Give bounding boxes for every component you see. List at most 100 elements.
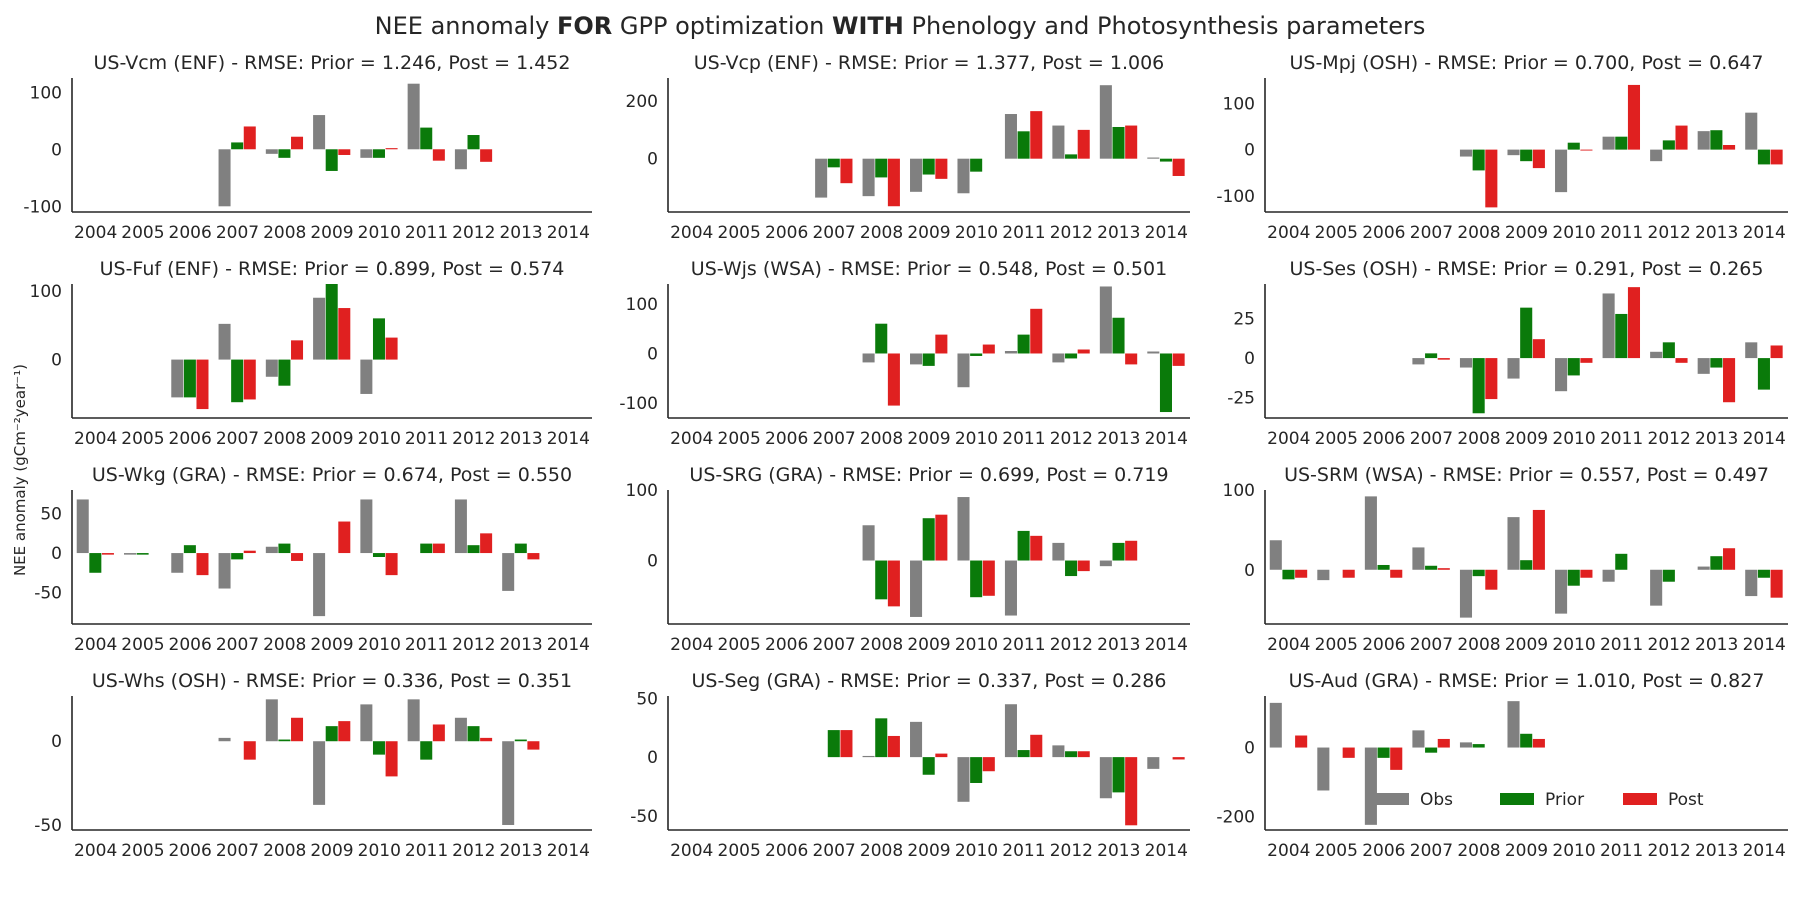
bar-prior-2009 [922, 158, 935, 175]
bar-post-2008 [291, 553, 304, 561]
x-tick-label: 2006 [169, 223, 212, 243]
x-tick-label: 2010 [1552, 635, 1595, 655]
bar-post-2009 [338, 721, 351, 742]
x-tick-label: 2006 [765, 429, 808, 449]
bar-post-2011 [432, 543, 445, 554]
bar-post-2012 [1077, 349, 1090, 354]
bar-obs-2007 [1412, 358, 1425, 365]
x-tick-label: 2010 [358, 841, 401, 861]
x-tick-label: 2011 [405, 841, 448, 861]
x-tick-label: 2008 [860, 635, 903, 655]
bar-post-2013 [1723, 358, 1736, 403]
bar-obs-2013 [1099, 757, 1112, 799]
bar-post-2014 [1172, 353, 1185, 366]
y-tick-label: 100 [1223, 94, 1255, 114]
x-tick-label: 2008 [263, 223, 306, 243]
x-tick-label: 2008 [860, 429, 903, 449]
y-tick-label: 0 [1244, 561, 1255, 581]
bar-obs-2008 [265, 359, 278, 377]
panel-title: US-SRG (GRA) - RMSE: Prior = 0.699, Post… [689, 464, 1168, 486]
bar-obs-2007 [218, 737, 231, 742]
bar-post-2010 [1580, 569, 1593, 578]
bar-post-2010 [385, 741, 398, 777]
bar-obs-2010 [360, 499, 373, 554]
x-tick-label: 2014 [547, 635, 590, 655]
x-tick-label: 2008 [1457, 223, 1500, 243]
bar-post-2011 [1030, 734, 1043, 758]
bar-post-2010 [385, 148, 398, 150]
x-tick-label: 2007 [1410, 841, 1453, 861]
x-tick-label: 2013 [499, 223, 542, 243]
bar-prior-2011 [1017, 530, 1030, 561]
legend-label-obs: Obs [1420, 790, 1453, 810]
bar-obs-2011 [1004, 704, 1017, 758]
y-tick-label: 100 [626, 481, 658, 501]
bar-obs-2008 [862, 158, 875, 197]
x-tick-label: 2004 [74, 635, 117, 655]
bar-prior-2007 [1425, 353, 1438, 359]
bar-obs-2006 [1364, 747, 1377, 825]
y-tick-label: -50 [630, 807, 658, 827]
panel-11: US-Seg (GRA) - RMSE: Prior = 0.337, Post… [630, 670, 1190, 861]
x-tick-label: 2008 [263, 635, 306, 655]
bar-prior-2008 [1472, 744, 1485, 748]
bar-obs-2010 [1555, 149, 1568, 193]
x-tick-label: 2012 [452, 223, 495, 243]
bar-post-2007 [1437, 358, 1450, 360]
x-tick-label: 2011 [1002, 223, 1045, 243]
x-tick-label: 2012 [452, 841, 495, 861]
bar-post-2008 [887, 353, 900, 406]
panel-2: US-Vcp (ENF) - RMSE: Prior = 1.377, Post… [626, 52, 1190, 243]
bar-post-2012 [1675, 125, 1688, 150]
x-tick-label: 2011 [1600, 429, 1643, 449]
bar-obs-2012 [1052, 745, 1065, 758]
bar-post-2009 [935, 334, 948, 354]
bar-prior-2009 [1520, 560, 1533, 570]
bar-prior-2012 [467, 135, 480, 150]
bar-prior-2012 [1662, 569, 1675, 582]
y-tick-label: -100 [1216, 187, 1255, 207]
x-tick-label: 2011 [1002, 635, 1045, 655]
bar-obs-2012 [454, 149, 467, 170]
bar-obs-2004 [76, 499, 89, 554]
bar-post-2008 [1485, 569, 1498, 590]
bar-post-2010 [1580, 149, 1593, 151]
bar-obs-2012 [1650, 149, 1663, 162]
panel-7: US-Wkg (GRA) - RMSE: Prior = 0.674, Post… [34, 464, 592, 655]
bar-post-2008 [887, 560, 900, 607]
bar-post-2004 [1295, 735, 1308, 748]
x-tick-label: 2013 [1097, 429, 1140, 449]
legend-swatch-prior [1500, 793, 1534, 805]
x-tick-label: 2007 [1410, 223, 1453, 243]
bar-prior-2009 [922, 757, 935, 775]
bar-prior-2011 [1017, 131, 1030, 159]
bar-obs-2013 [1697, 131, 1710, 150]
x-tick-label: 2014 [1145, 635, 1188, 655]
bar-prior-2010 [970, 158, 983, 172]
bar-obs-2007 [218, 149, 231, 207]
x-tick-label: 2011 [405, 429, 448, 449]
bar-prior-2007 [231, 359, 244, 403]
x-tick-label: 2010 [955, 223, 998, 243]
x-tick-label: 2014 [1743, 429, 1786, 449]
bar-obs-2006 [171, 359, 184, 398]
bar-obs-2009 [1507, 701, 1520, 748]
bar-post-2007 [840, 730, 853, 758]
x-tick-label: 2011 [1002, 841, 1045, 861]
x-tick-label: 2008 [263, 429, 306, 449]
x-tick-label: 2009 [1505, 635, 1548, 655]
bar-obs-2011 [407, 83, 420, 150]
y-tick-label: 50 [636, 689, 658, 709]
bar-post-2005 [1342, 569, 1355, 578]
y-tick-label: 50 [40, 505, 62, 525]
x-tick-label: 2010 [1552, 841, 1595, 861]
bar-prior-2008 [278, 149, 291, 158]
bar-prior-2009 [325, 149, 338, 171]
panel-9: US-SRM (WSA) - RMSE: Prior = 0.557, Post… [1223, 464, 1788, 655]
bar-prior-2013 [1710, 130, 1723, 150]
bar-prior-2008 [875, 158, 888, 178]
bar-prior-2013 [514, 739, 527, 742]
bar-prior-2014 [1757, 358, 1770, 390]
bar-obs-2011 [1004, 351, 1017, 354]
x-tick-label: 2005 [718, 223, 761, 243]
